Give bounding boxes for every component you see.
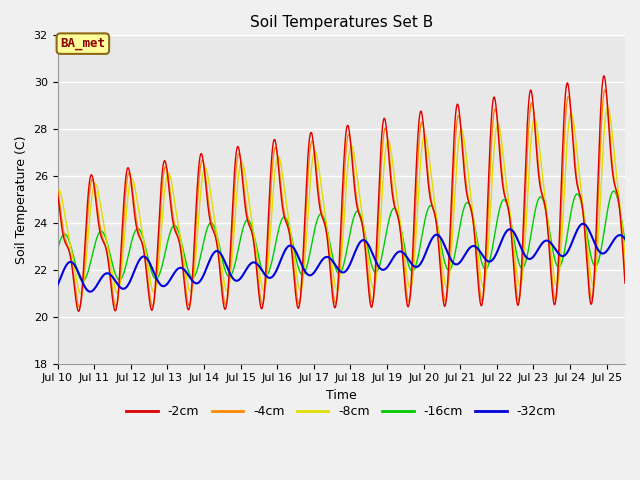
Y-axis label: Soil Temperature (C): Soil Temperature (C) [15,135,28,264]
Legend: -2cm, -4cm, -8cm, -16cm, -32cm: -2cm, -4cm, -8cm, -16cm, -32cm [122,400,561,423]
X-axis label: Time: Time [326,389,356,402]
Title: Soil Temperatures Set B: Soil Temperatures Set B [250,15,433,30]
Text: BA_met: BA_met [60,37,106,50]
